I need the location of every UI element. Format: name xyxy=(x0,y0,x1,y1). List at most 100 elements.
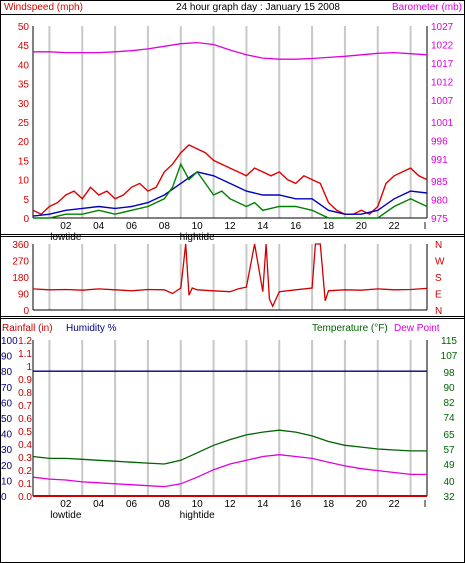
x-tick-label: 16 xyxy=(290,221,302,232)
x-tick-label: 14 xyxy=(257,221,269,232)
x-tick-label: 16 xyxy=(290,499,302,510)
x-tick-label: 20 xyxy=(356,221,368,232)
y-tick-label: 360 xyxy=(12,240,29,251)
temperature-tick-label: 40 xyxy=(443,477,455,488)
tide-label: hightide xyxy=(180,232,215,243)
rain-tick-label: 0.1 xyxy=(18,479,32,490)
y-tick-label: 0 xyxy=(23,214,29,225)
x-tick-label: 08 xyxy=(159,221,171,232)
compass-label: S xyxy=(435,273,442,284)
y-tick-label: 180 xyxy=(12,273,29,284)
x-tick-label: 08 xyxy=(159,499,171,510)
rain-tick-label: 0.5 xyxy=(18,427,32,438)
y2-tick-label: 1001 xyxy=(431,118,454,129)
x-tick-label: I xyxy=(424,221,427,232)
humidity-tick-label: 0 xyxy=(1,492,7,503)
y-tick-label: 20 xyxy=(18,137,30,148)
y-tick-label: 15 xyxy=(18,156,30,167)
humidity-tick-label: 60 xyxy=(1,398,13,409)
y-tick-label: 40 xyxy=(18,60,30,71)
x-tick-label: 04 xyxy=(93,221,105,232)
rain-tick-label: 0.2 xyxy=(18,466,32,477)
y-tick-label: 30 xyxy=(18,99,30,110)
rain-tick-label: 0.4 xyxy=(18,440,32,451)
x-tick-label: 04 xyxy=(93,499,105,510)
x-tick-label: 14 xyxy=(257,499,269,510)
temperature-tick-label: 115 xyxy=(441,336,457,347)
temperature-tick-label: 82 xyxy=(443,398,455,409)
tide-label: hightide xyxy=(180,510,215,521)
graph-title: 24 hour graph day : January 15 2008 xyxy=(176,2,340,13)
humidity-tick-label: 70 xyxy=(1,383,13,394)
compass-label: N xyxy=(435,306,442,317)
rain-tick-label: 1.2 xyxy=(18,336,32,347)
temperature-label: Temperature (°F) xyxy=(312,323,388,334)
rain-tick-label: 0.6 xyxy=(18,414,32,425)
x-tick-label: 12 xyxy=(224,221,236,232)
temperature-tick-label: 90 xyxy=(443,383,455,394)
x-tick-label: I xyxy=(424,499,427,510)
windspeed-label: Windspeed (mph) xyxy=(4,2,83,13)
humidity-tick-label: 80 xyxy=(1,367,13,378)
rain-tick-label: 1.1 xyxy=(18,349,32,360)
barometer-label: Barometer (mb) xyxy=(392,2,462,13)
rain-tick-label: 0.9 xyxy=(18,375,32,386)
rain-tick-label: 1 xyxy=(26,362,32,373)
temperature-tick-label: 32 xyxy=(443,492,455,503)
tide-label: lowtide xyxy=(50,232,82,243)
y2-tick-label: 1007 xyxy=(431,96,454,107)
y2-tick-label: 985 xyxy=(431,177,448,188)
humidity-tick-label: 40 xyxy=(1,430,13,441)
wind-barometer-panel: 0 5 10 15 20 25 30 35 40 45 50 975 980 985 991 996 1001 1… xyxy=(0,14,465,243)
x-tick-label: 10 xyxy=(192,499,204,510)
series-line-direction xyxy=(32,243,428,308)
rain-humidity-temperature-panel: 0 10 20 30 40 50 60 70 80 90 100 0.0 0.1 0.2 0.3 0.4 0.5… xyxy=(0,318,465,563)
humidity-tick-label: 90 xyxy=(1,352,13,363)
tide-label: lowtide xyxy=(50,510,82,521)
x-tick-label: 06 xyxy=(126,499,138,510)
temperature-tick-label: 98 xyxy=(443,368,455,379)
x-tick-label: 22 xyxy=(389,221,401,232)
series-line-temperature xyxy=(32,429,427,465)
rain-tick-label: 0.0 xyxy=(18,492,32,503)
x-tick-label: 18 xyxy=(323,221,335,232)
y-tick-label: 50 xyxy=(18,22,30,33)
y-tick-label: 10 xyxy=(18,176,30,187)
temperature-tick-label: 49 xyxy=(443,460,455,471)
y-tick-label: 270 xyxy=(12,257,29,268)
compass-label: N xyxy=(435,240,442,251)
x-tick-label: 12 xyxy=(224,499,236,510)
y-tick-label: 35 xyxy=(18,80,30,91)
series-line-wind_avg xyxy=(32,171,428,217)
y-tick-label: 0 xyxy=(23,306,29,317)
y2-tick-label: 996 xyxy=(431,136,448,147)
y-tick-label: 90 xyxy=(18,290,30,301)
series-line-barometer xyxy=(33,41,428,60)
y2-tick-label: 1022 xyxy=(431,40,454,51)
series-line-dew_point xyxy=(32,454,427,488)
y2-tick-label: 1017 xyxy=(431,59,454,70)
y2-tick-label: 980 xyxy=(431,196,448,207)
compass-label: W xyxy=(435,257,445,268)
humidity-label: Humidity % xyxy=(66,323,117,334)
x-tick-label: 02 xyxy=(60,221,72,232)
y-tick-label: 25 xyxy=(18,118,30,129)
y2-tick-label: 1012 xyxy=(431,77,454,88)
x-tick-label: 20 xyxy=(356,499,368,510)
rain-tick-label: 0.7 xyxy=(18,401,32,412)
compass-label: E xyxy=(435,290,442,301)
humidity-tick-label: 10 xyxy=(1,476,13,487)
dew-point-label: Dew Point xyxy=(394,323,440,334)
temperature-tick-label: 74 xyxy=(443,413,455,424)
temperature-tick-label: 57 xyxy=(443,445,455,456)
x-tick-label: 02 xyxy=(60,499,72,510)
temperature-tick-label: 107 xyxy=(441,351,458,362)
rain-tick-label: 0.3 xyxy=(18,453,32,464)
y2-tick-label: 975 xyxy=(431,214,448,225)
y2-tick-label: 991 xyxy=(431,155,448,166)
y-tick-label: 45 xyxy=(18,41,30,52)
x-tick-label: 22 xyxy=(389,499,401,510)
